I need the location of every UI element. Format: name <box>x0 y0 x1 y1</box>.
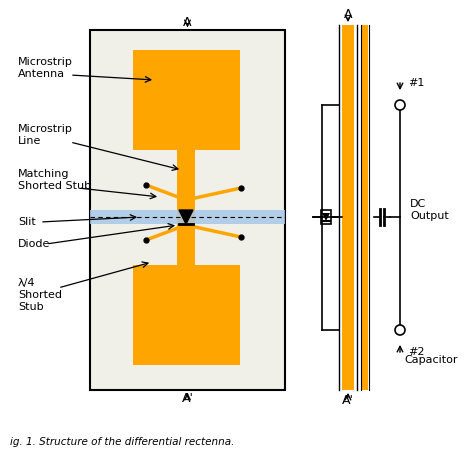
Bar <box>177 150 195 265</box>
Text: ig. 1. Structure of the differential rectenna.: ig. 1. Structure of the differential rec… <box>10 437 234 447</box>
Bar <box>362 25 368 390</box>
Bar <box>133 50 240 150</box>
Bar <box>90 210 285 224</box>
Text: A': A' <box>182 391 193 405</box>
Text: A: A <box>344 9 352 21</box>
Text: Capacitor: Capacitor <box>404 355 457 365</box>
Bar <box>342 25 354 390</box>
Bar <box>90 30 285 390</box>
Bar <box>133 265 240 365</box>
Text: Diode: Diode <box>18 239 50 249</box>
Text: λ/4
Shorted
Stub: λ/4 Shorted Stub <box>18 277 62 312</box>
Text: A: A <box>183 15 192 29</box>
Circle shape <box>395 325 405 335</box>
Text: DC
Output: DC Output <box>410 199 449 221</box>
Text: Microstrip
Line: Microstrip Line <box>18 124 73 146</box>
Text: #2: #2 <box>408 347 425 357</box>
Text: Slit: Slit <box>18 217 36 227</box>
Text: Microstrip
Antenna: Microstrip Antenna <box>18 57 73 79</box>
Circle shape <box>395 100 405 110</box>
Text: Matching
Shorted Stub: Matching Shorted Stub <box>18 169 91 191</box>
Polygon shape <box>322 213 330 221</box>
Text: A': A' <box>342 394 354 406</box>
Bar <box>321 210 331 224</box>
Polygon shape <box>179 210 193 224</box>
Text: #1: #1 <box>408 78 424 88</box>
